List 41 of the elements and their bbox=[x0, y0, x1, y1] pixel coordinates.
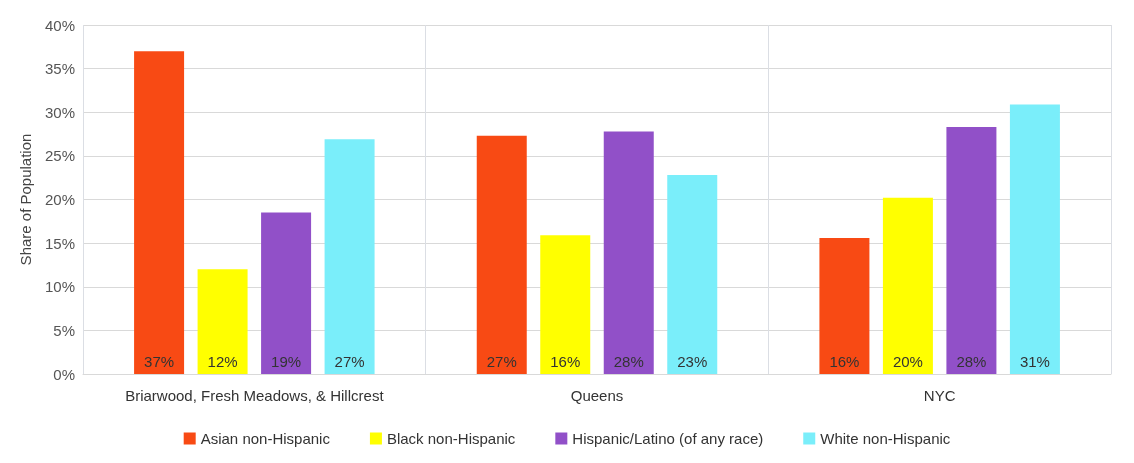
y-tick-label: 25% bbox=[44, 147, 75, 165]
x-tick-label: Queens bbox=[570, 387, 624, 404]
legend-label: Hispanic/Latino (of any race) bbox=[572, 430, 764, 447]
data-label: 37% bbox=[144, 353, 175, 370]
data-label: 19% bbox=[271, 353, 302, 370]
y-axis-title: Share of Population bbox=[17, 133, 34, 266]
data-label: 12% bbox=[207, 353, 238, 370]
bar bbox=[476, 135, 527, 374]
y-tick-label: 20% bbox=[44, 191, 75, 208]
data-label: 27% bbox=[334, 353, 365, 370]
data-label: 16% bbox=[550, 353, 581, 370]
y-tick-label: 40% bbox=[44, 16, 75, 34]
data-label: 27% bbox=[486, 353, 517, 370]
y-tick-label: 35% bbox=[44, 60, 75, 78]
y-tick-label: 5% bbox=[53, 321, 75, 339]
bar bbox=[667, 175, 718, 374]
legend-label: Black non-Hispanic bbox=[386, 430, 516, 447]
data-label: 20% bbox=[892, 353, 923, 370]
bar bbox=[197, 269, 248, 374]
bar bbox=[134, 51, 185, 374]
bar bbox=[603, 131, 654, 374]
bar bbox=[819, 237, 870, 374]
data-label: 31% bbox=[1019, 353, 1050, 370]
x-tick-label: NYC bbox=[923, 387, 956, 404]
bar bbox=[261, 212, 312, 374]
y-tick-label: 15% bbox=[44, 234, 75, 252]
y-tick-label: 10% bbox=[44, 278, 75, 296]
data-label: 28% bbox=[956, 353, 987, 370]
y-tick-label: 0% bbox=[53, 365, 75, 383]
data-label: 23% bbox=[677, 353, 708, 370]
bar bbox=[946, 127, 997, 374]
legend-label: White non-Hispanic bbox=[820, 430, 951, 447]
data-label: 16% bbox=[829, 353, 860, 370]
y-tick-label: 30% bbox=[44, 103, 75, 121]
legend-label: Asian non-Hispanic bbox=[200, 430, 331, 447]
x-tick-label: Briarwood, Fresh Meadows, & Hillcrest bbox=[125, 387, 385, 404]
bar bbox=[1009, 104, 1060, 374]
data-label: 28% bbox=[613, 353, 644, 370]
bar bbox=[324, 139, 375, 374]
bar bbox=[882, 197, 933, 374]
bar bbox=[540, 235, 591, 374]
